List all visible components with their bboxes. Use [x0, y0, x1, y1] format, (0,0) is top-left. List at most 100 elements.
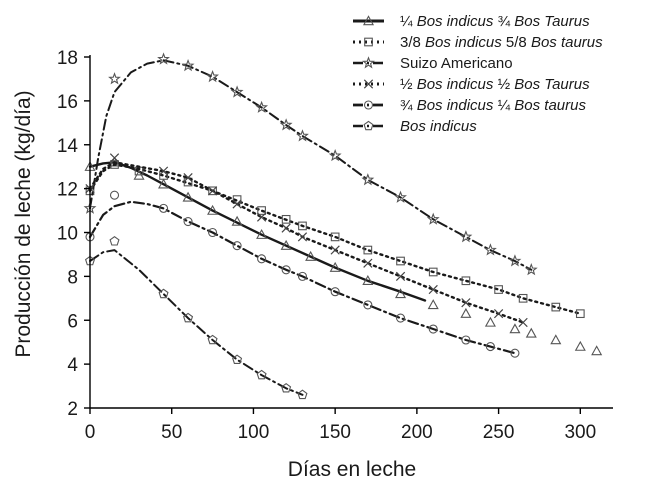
- legend-item-5: ¾ Bos indicus ¼ Bos taurus: [353, 97, 586, 114]
- series-3-point: [361, 173, 375, 186]
- series-1-point: [329, 261, 341, 272]
- y-tick-label: 10: [57, 224, 78, 245]
- series-4-point: [395, 271, 406, 281]
- series-1-point: [305, 250, 317, 261]
- legend-label: ½ Bos indicus ½ Bos Taurus: [400, 76, 590, 93]
- series-6-point: [109, 236, 120, 246]
- y-tick-label: 2: [67, 399, 78, 420]
- series-4-point: [183, 173, 193, 183]
- x-tick-label: 0: [85, 422, 96, 443]
- series-2-point: [461, 276, 471, 286]
- legend-item-3: Suizo Americano: [353, 55, 513, 72]
- series-2-point: [281, 214, 291, 224]
- legend-marker: [363, 120, 374, 131]
- series-2-point: [396, 256, 405, 266]
- series-5-line: [88, 200, 516, 355]
- y-axis-title: Producción de leche (kg/día): [12, 90, 35, 357]
- y-tick-label: 4: [67, 355, 78, 376]
- series-3-point: [279, 118, 293, 131]
- series-1-point: [591, 345, 603, 356]
- x-axis-title: Días en leche: [288, 458, 416, 481]
- series-5-point: [330, 287, 340, 297]
- legend-label-part: ¾: [493, 13, 514, 30]
- series-5-point: [281, 265, 291, 275]
- series-5-point: [109, 190, 120, 200]
- legend-label: Bos indicus: [400, 118, 477, 135]
- series-4-point: [207, 186, 218, 196]
- series-4-point: [109, 153, 120, 163]
- legend-label-part: Bos indicus: [417, 13, 494, 30]
- series-2-point: [575, 309, 585, 319]
- x-tick-label: 200: [401, 422, 433, 443]
- plot-area: [83, 52, 603, 400]
- legend-label-part: ¼: [400, 13, 417, 30]
- legend-label-part: ¼: [493, 97, 514, 114]
- series-1-point: [362, 275, 374, 285]
- legend-label-part: Bos indicus: [417, 76, 494, 93]
- series-5-point: [363, 300, 373, 310]
- series-4-line: [88, 161, 525, 324]
- series-3-point: [296, 129, 309, 142]
- legend-marker: [362, 15, 375, 26]
- series-2-point: [298, 221, 307, 231]
- series-1-point: [231, 215, 243, 226]
- legend-label-part: Suizo Americano: [400, 55, 513, 72]
- series-6-line: [89, 249, 304, 396]
- series-6-point: [297, 389, 308, 400]
- series-4-point: [256, 212, 267, 222]
- series-4-point: [493, 309, 504, 319]
- series-6-point: [256, 369, 267, 380]
- legend-label-part: ½: [400, 76, 417, 93]
- series-5-point: [395, 313, 406, 323]
- legend-marker: [364, 37, 373, 47]
- y-tick-label: 16: [57, 92, 78, 113]
- legend-label-part: 3/8: [400, 34, 425, 51]
- x-tick-label: 250: [483, 422, 515, 443]
- legend-label-part: ½: [493, 76, 514, 93]
- y-tick-label: 18: [57, 48, 78, 69]
- series-4-point: [281, 223, 291, 233]
- series-6-point: [207, 334, 218, 345]
- series-2-point: [330, 232, 340, 242]
- legend-label: 3/8 Bos indicus 5/8 Bos taurus: [400, 34, 603, 51]
- series-2-point: [494, 285, 503, 294]
- series-6-point: [281, 382, 292, 393]
- legend-marker: [363, 79, 374, 89]
- series-1-point: [574, 340, 586, 351]
- series-2-point: [363, 245, 373, 255]
- legend-label-part: Bos taurus: [514, 97, 586, 114]
- series-5-point: [428, 324, 438, 334]
- series-4-point: [363, 258, 373, 268]
- series-4-point: [461, 298, 471, 308]
- x-tick-label: 300: [564, 422, 596, 443]
- series-5-point: [510, 348, 520, 358]
- series-2-point: [257, 206, 266, 215]
- series-1-point: [256, 228, 268, 239]
- series-5-point: [158, 203, 169, 213]
- series-1-point: [509, 323, 521, 334]
- legend-label-part: Bos indicus: [400, 118, 477, 135]
- legend-marker: [363, 100, 374, 110]
- series-4: [85, 153, 528, 328]
- x-tick-label: 150: [319, 422, 351, 443]
- series-3-point: [484, 243, 497, 256]
- series-2-point: [551, 302, 561, 312]
- series-5-point: [208, 227, 218, 238]
- y-tick-label: 6: [67, 311, 78, 332]
- series-3-point: [255, 100, 269, 113]
- legend-label-part: Bos Taurus: [514, 13, 590, 30]
- y-tick-label: 12: [57, 180, 78, 201]
- series-5-point: [485, 342, 495, 352]
- series-4-point: [330, 245, 340, 255]
- legend-label-part: Bos taurus: [531, 34, 603, 51]
- legend-marker: [362, 56, 375, 69]
- series-3: [83, 52, 538, 276]
- series-4-point: [428, 284, 438, 295]
- series-3-point: [394, 190, 407, 203]
- series-1: [84, 156, 603, 356]
- series-4-point: [297, 232, 308, 242]
- series-1-point: [427, 299, 439, 310]
- series-1-point: [525, 327, 537, 338]
- legend: ¼ Bos indicus ¾ Bos Taurus 3/8 Bos indicu…: [353, 13, 603, 135]
